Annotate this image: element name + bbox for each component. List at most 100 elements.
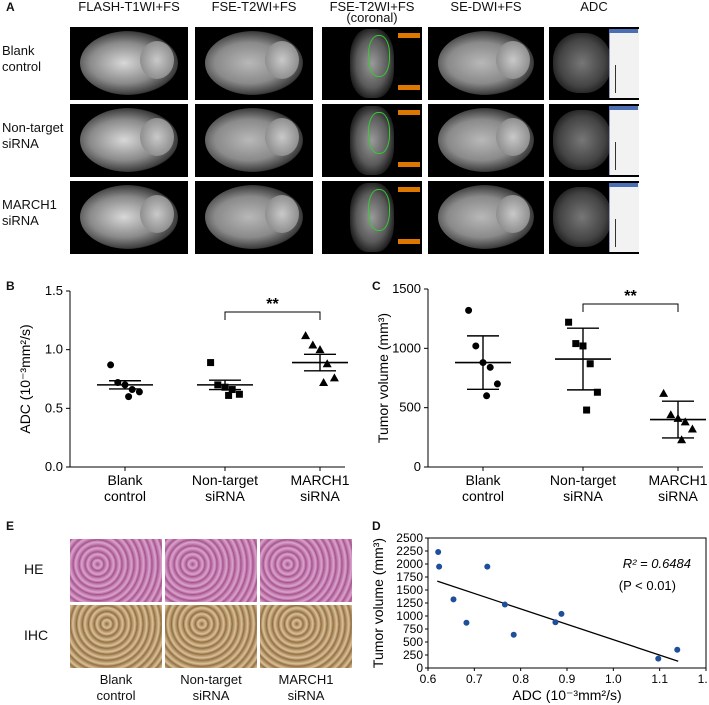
mri-image (322, 104, 422, 177)
column-subheader: (coronal) (346, 10, 398, 25)
data-point (583, 406, 591, 414)
y-tick-label: 2000 (396, 557, 423, 571)
ihc-stain-image (70, 605, 162, 668)
y-axis-label: Tumor volume (mm³) (375, 313, 391, 443)
panel-e-label: E (6, 519, 15, 533)
y-tick-label: 1000 (396, 609, 423, 623)
y-tick-label: 1000 (392, 340, 421, 355)
data-point (493, 380, 501, 388)
y-tick-label: 1.5 (45, 283, 63, 298)
tumor-region (140, 195, 174, 233)
x-category-line: MARCH1 (648, 472, 707, 488)
y-tick-label: 750 (403, 622, 423, 636)
y-tick-label: 2250 (396, 544, 423, 558)
row-label: MARCH1 siRNA (2, 197, 57, 228)
chart-b-adc: 0.0 0.5 1.0 1.5 ADC (10⁻³mm²/s) Blank control N… (17, 283, 350, 504)
x-tick-label: 0.7 (466, 672, 483, 686)
x-category-label: MARCH1 siRNA (290, 472, 349, 504)
measure-tag (398, 239, 420, 244)
data-point (687, 424, 697, 433)
x-axis-label: ADC (10⁻³mm²/s) (512, 687, 621, 703)
x-category-line: siRNA (205, 488, 245, 504)
data-point (484, 563, 491, 570)
window-titlebar (609, 106, 638, 110)
y-tick-label: 500 (403, 635, 423, 649)
ihc-stain-image (165, 605, 257, 668)
data-point (450, 596, 457, 603)
mri-image (549, 181, 639, 254)
x-category-line: control (462, 488, 504, 504)
y-tick-label: 1.0 (45, 342, 63, 357)
histogram-bar (615, 219, 616, 247)
data-point (436, 563, 443, 570)
adc-map (553, 33, 611, 93)
he-stain-image (165, 539, 257, 602)
adc-histogram-window (609, 29, 639, 98)
x-category-label: MARCH1 siRNA (648, 472, 707, 504)
data-point (107, 361, 115, 369)
stain-row-label: IHC (24, 627, 49, 643)
data-point (552, 619, 559, 626)
histogram-bar (615, 142, 616, 170)
significance-label: ** (266, 296, 279, 313)
adc-map (553, 110, 611, 170)
data-point (225, 391, 233, 399)
mri-image (549, 104, 639, 177)
y-tick-label: 0.5 (45, 400, 63, 415)
tumor-region (140, 118, 174, 156)
x-category-label: Blank control (104, 472, 146, 504)
data-point (207, 359, 215, 367)
measure-tag (398, 33, 420, 38)
significance-bracket (224, 311, 321, 320)
column-header: ADC (580, 0, 608, 14)
stain-row-label: HE (24, 561, 44, 577)
mri-image (322, 27, 422, 100)
window-titlebar (609, 183, 638, 187)
group-label: Blank control (96, 672, 136, 703)
y-tick-label: 2500 (396, 531, 423, 545)
tumor-region (265, 118, 299, 156)
column-header: FSE-T2WI+FS (329, 0, 415, 14)
x-category-line: MARCH1 (290, 472, 349, 488)
column-header: SE-DWI+FS (450, 0, 522, 14)
mri-image (70, 104, 188, 177)
panel-a-label: A (6, 0, 15, 14)
data-point (465, 306, 473, 314)
x-category-label: Blank control (462, 472, 504, 504)
mri-image (428, 181, 544, 254)
adc-histogram-window (609, 183, 639, 252)
data-point (125, 393, 133, 401)
window-titlebar (609, 29, 638, 33)
mri-image (195, 27, 313, 100)
he-stain-image (260, 539, 352, 602)
data-point (135, 388, 143, 396)
x-category-line: siRNA (658, 488, 698, 504)
mri-image (549, 27, 639, 100)
x-tick-label: 1.0 (605, 672, 622, 686)
data-point (435, 549, 442, 556)
data-point (319, 378, 329, 387)
x-category-line: Blank (107, 472, 143, 488)
data-point (483, 392, 491, 400)
data-point (666, 410, 676, 419)
significance-bracket (582, 303, 679, 312)
mri-image (195, 181, 313, 254)
data-point (235, 390, 243, 398)
x-tick-label: 1.2 (698, 672, 708, 686)
measure-tag (398, 85, 420, 90)
x-category-line: Non-target (192, 472, 258, 488)
data-point (301, 331, 311, 340)
adc-map (553, 187, 611, 247)
x-category-line: control (104, 488, 146, 504)
data-point (565, 318, 573, 326)
he-stain-image (70, 539, 162, 602)
tumor-region (140, 41, 174, 79)
tumor-region (496, 195, 530, 233)
data-point (501, 601, 508, 608)
y-tick-label: 0 (414, 459, 421, 474)
x-category-line: Blank (465, 472, 501, 488)
group-label: MARCH1 siRNA (278, 672, 334, 703)
data-point (472, 342, 480, 350)
histogram-bar (615, 65, 616, 93)
x-category-line: siRNA (563, 488, 603, 504)
